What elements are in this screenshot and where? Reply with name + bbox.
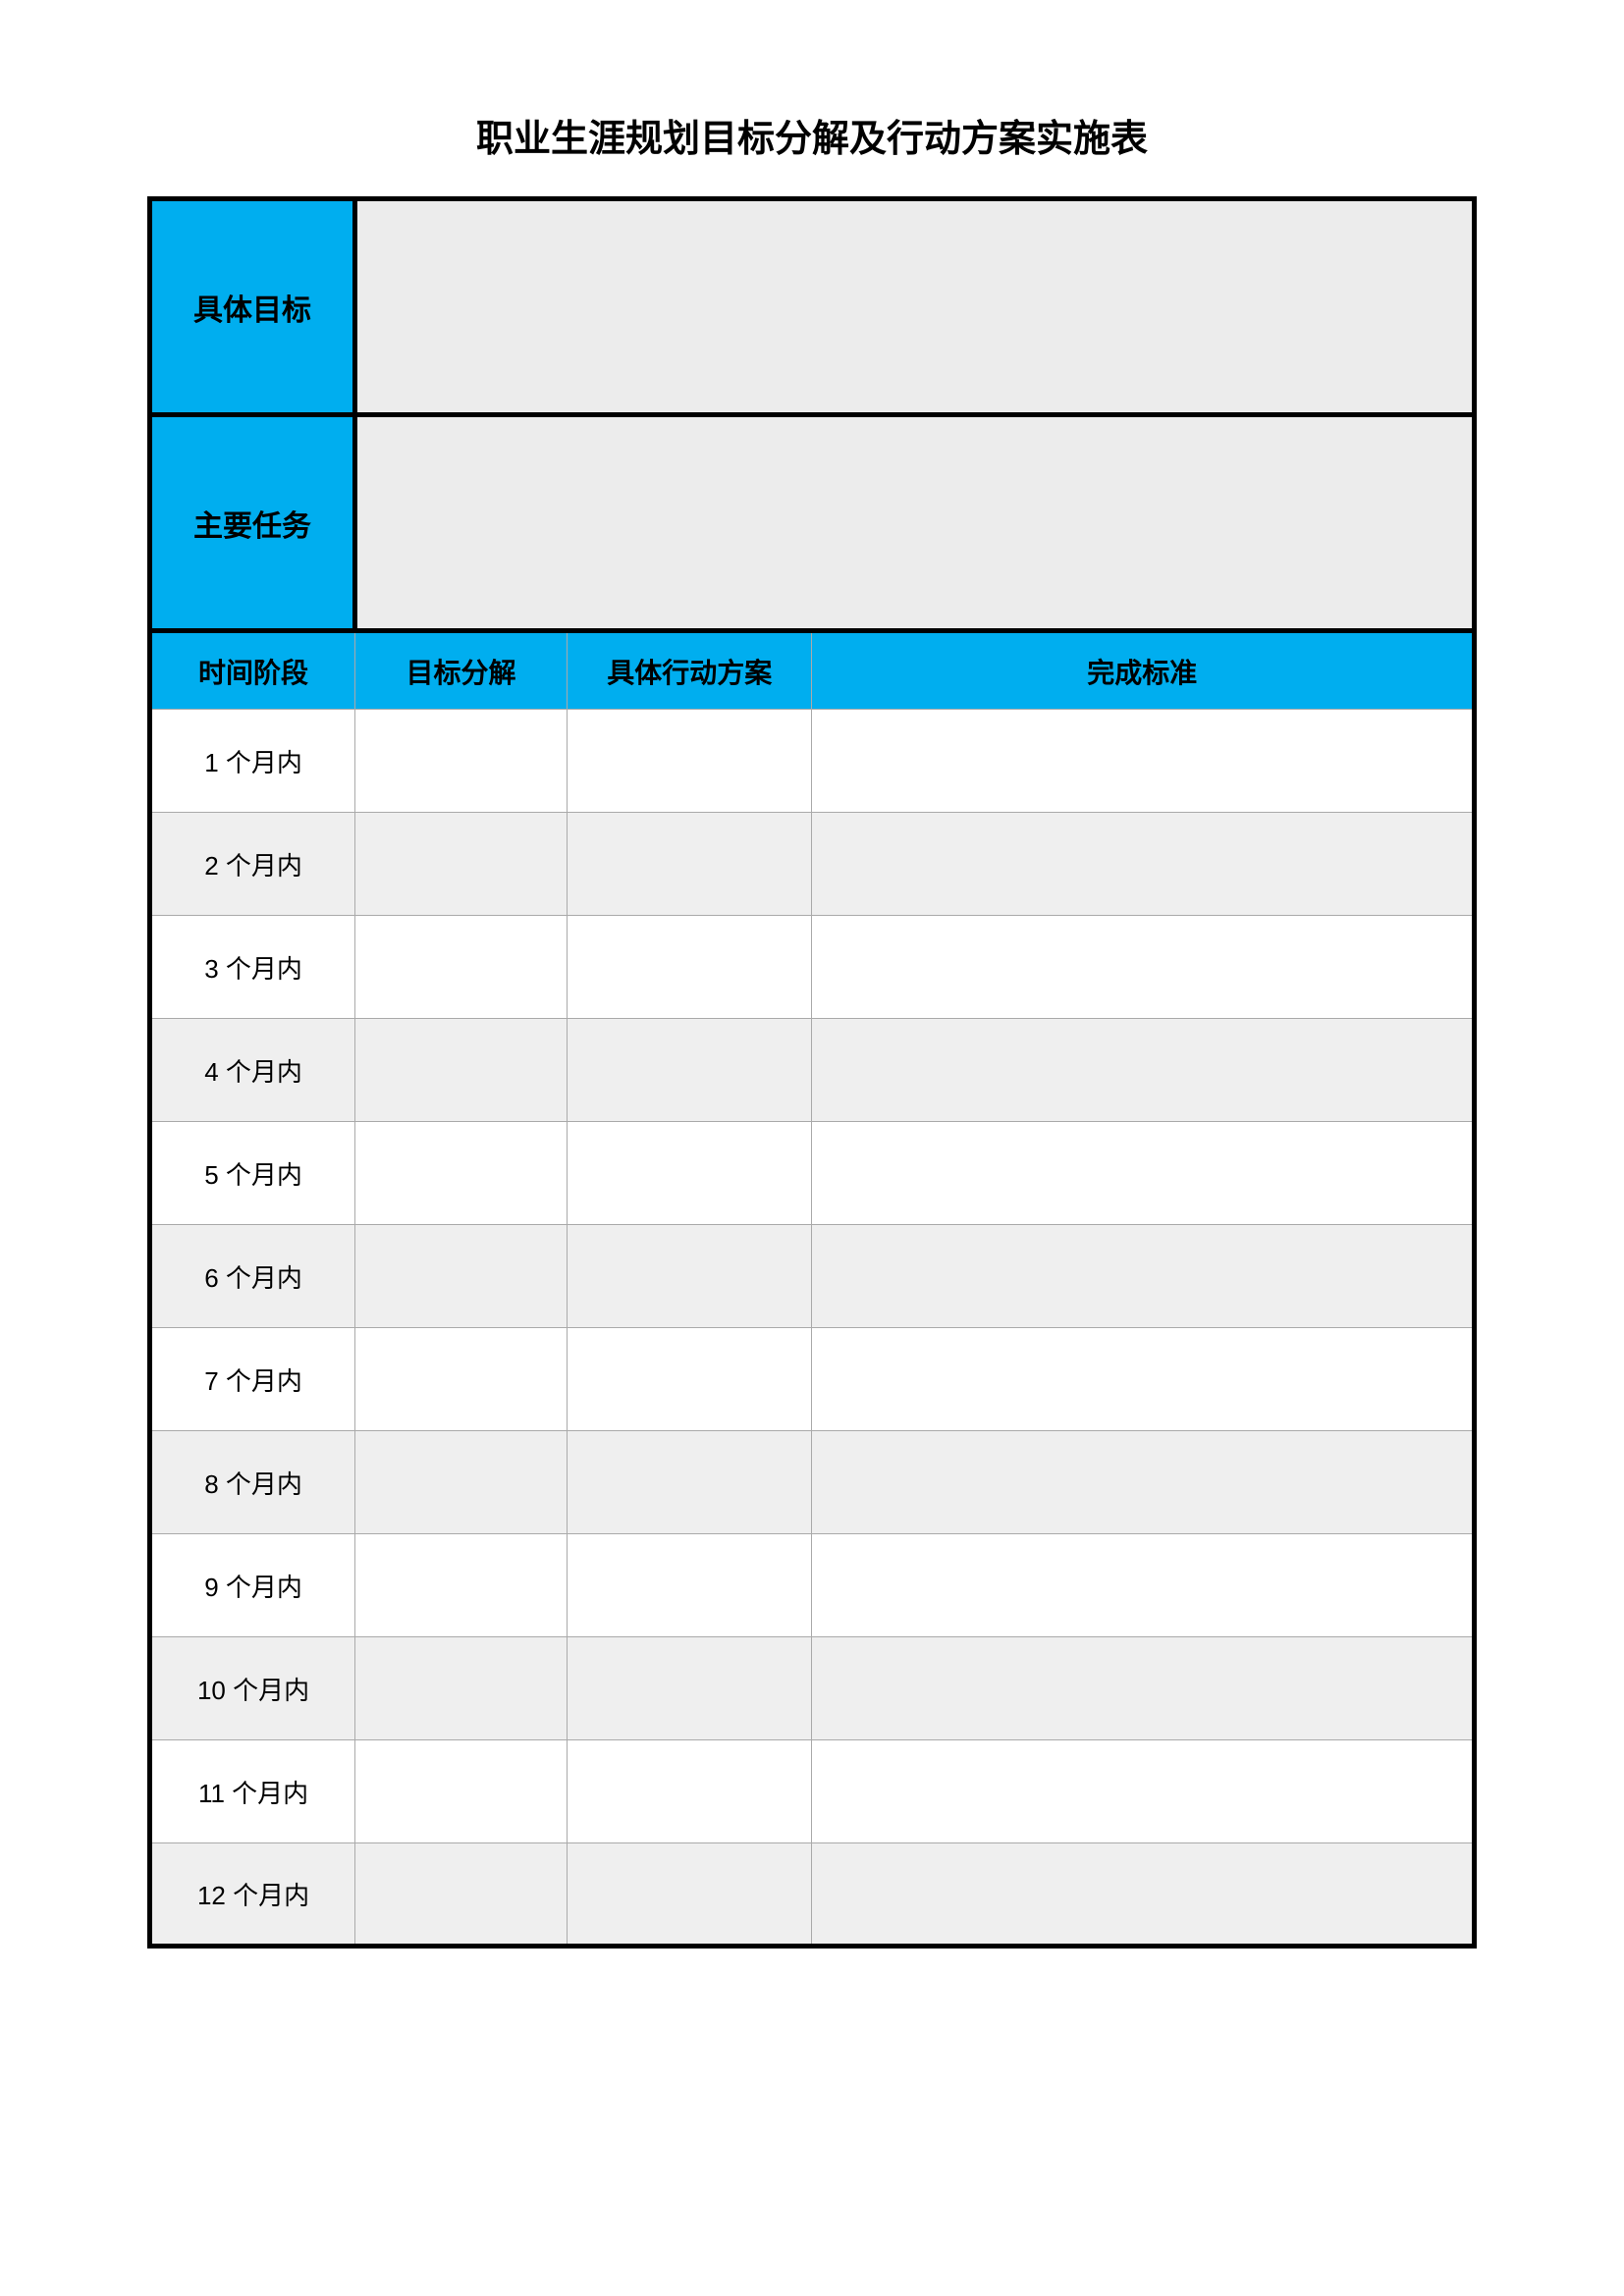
- time-cell: 9 个月内: [150, 1534, 355, 1637]
- goal-cell: [355, 1740, 568, 1843]
- page-container: 职业生涯规划目标分解及行动方案实施表 具体目标 主要任务 时间阶段 目标分解 具…: [0, 0, 1624, 1949]
- time-cell: 7 个月内: [150, 1328, 355, 1431]
- column-header-row: 时间阶段 目标分解 具体行动方案 完成标准: [150, 631, 1475, 710]
- table-row: 7 个月内: [150, 1328, 1475, 1431]
- table-row: 2 个月内: [150, 813, 1475, 916]
- goal-row: 具体目标: [150, 199, 1475, 415]
- task-content: [355, 415, 1475, 631]
- table-row: 5 个月内: [150, 1122, 1475, 1225]
- action-cell: [567, 813, 812, 916]
- table-row: 10 个月内: [150, 1637, 1475, 1740]
- action-cell: [567, 1225, 812, 1328]
- time-cell: 1 个月内: [150, 710, 355, 813]
- table-row: 6 个月内: [150, 1225, 1475, 1328]
- col-header-time: 时间阶段: [150, 631, 355, 710]
- col-header-action: 具体行动方案: [567, 631, 812, 710]
- table-row: 4 个月内: [150, 1019, 1475, 1122]
- table-row: 1 个月内: [150, 710, 1475, 813]
- planning-table: 具体目标 主要任务 时间阶段 目标分解 具体行动方案 完成标准 1 个月内2 个…: [147, 196, 1477, 1949]
- standard-cell: [812, 1328, 1475, 1431]
- standard-cell: [812, 813, 1475, 916]
- time-cell: 8 个月内: [150, 1431, 355, 1534]
- page-title: 职业生涯规划目标分解及行动方案实施表: [147, 108, 1477, 162]
- time-cell: 6 个月内: [150, 1225, 355, 1328]
- standard-cell: [812, 916, 1475, 1019]
- time-cell: 3 个月内: [150, 916, 355, 1019]
- table-row: 9 个月内: [150, 1534, 1475, 1637]
- action-cell: [567, 916, 812, 1019]
- table-row: 8 个月内: [150, 1431, 1475, 1534]
- standard-cell: [812, 1843, 1475, 1947]
- standard-cell: [812, 1740, 1475, 1843]
- time-cell: 2 个月内: [150, 813, 355, 916]
- goal-content: [355, 199, 1475, 415]
- standard-cell: [812, 1431, 1475, 1534]
- time-cell: 11 个月内: [150, 1740, 355, 1843]
- table-row: 12 个月内: [150, 1843, 1475, 1947]
- standard-cell: [812, 1637, 1475, 1740]
- goal-cell: [355, 1843, 568, 1947]
- action-cell: [567, 1534, 812, 1637]
- action-cell: [567, 1637, 812, 1740]
- goal-cell: [355, 813, 568, 916]
- goal-cell: [355, 1534, 568, 1637]
- goal-cell: [355, 710, 568, 813]
- action-cell: [567, 710, 812, 813]
- col-header-standard: 完成标准: [812, 631, 1475, 710]
- standard-cell: [812, 1019, 1475, 1122]
- goal-cell: [355, 1225, 568, 1328]
- col-header-goal: 目标分解: [355, 631, 568, 710]
- action-cell: [567, 1843, 812, 1947]
- standard-cell: [812, 1534, 1475, 1637]
- time-cell: 4 个月内: [150, 1019, 355, 1122]
- action-cell: [567, 1122, 812, 1225]
- goal-label: 具体目标: [150, 199, 355, 415]
- time-cell: 12 个月内: [150, 1843, 355, 1947]
- goal-cell: [355, 916, 568, 1019]
- table-row: 11 个月内: [150, 1740, 1475, 1843]
- goal-cell: [355, 1122, 568, 1225]
- standard-cell: [812, 710, 1475, 813]
- action-cell: [567, 1019, 812, 1122]
- table-row: 3 个月内: [150, 916, 1475, 1019]
- action-cell: [567, 1740, 812, 1843]
- standard-cell: [812, 1122, 1475, 1225]
- time-cell: 5 个月内: [150, 1122, 355, 1225]
- goal-cell: [355, 1637, 568, 1740]
- standard-cell: [812, 1225, 1475, 1328]
- goal-cell: [355, 1328, 568, 1431]
- task-row: 主要任务: [150, 415, 1475, 631]
- action-cell: [567, 1431, 812, 1534]
- action-cell: [567, 1328, 812, 1431]
- goal-cell: [355, 1019, 568, 1122]
- task-label: 主要任务: [150, 415, 355, 631]
- time-cell: 10 个月内: [150, 1637, 355, 1740]
- goal-cell: [355, 1431, 568, 1534]
